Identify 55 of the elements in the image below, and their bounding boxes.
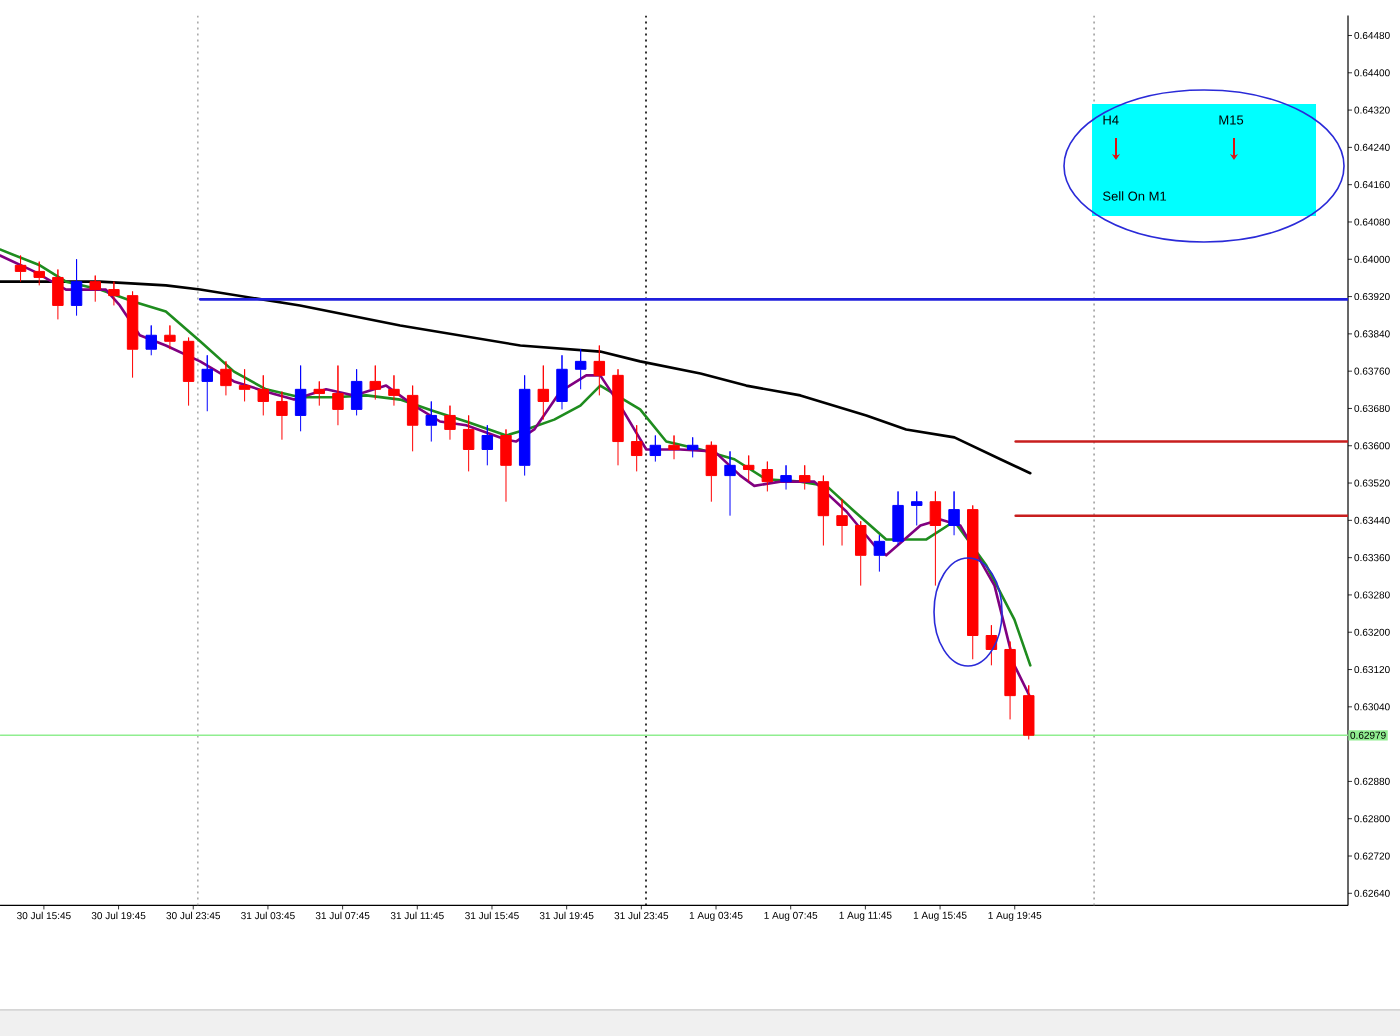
- candlestick: [649, 434, 662, 463]
- candlestick: [556, 354, 568, 410]
- candlestick: [724, 450, 736, 517]
- candlestick: [593, 345, 606, 396]
- candlestick: [798, 464, 811, 491]
- candlestick: [481, 424, 494, 466]
- candlestick: [425, 400, 438, 443]
- candlestick: [817, 475, 830, 547]
- candlestick: [668, 434, 680, 460]
- candlestick: [1004, 641, 1016, 720]
- candlestick: [70, 258, 83, 317]
- candlestick: [574, 348, 587, 390]
- candlestick: [108, 281, 120, 306]
- candlestick: [164, 324, 176, 350]
- candlestick: [948, 490, 960, 536]
- candlestick: [313, 380, 326, 407]
- candlestick: [350, 368, 363, 416]
- candlestick: [444, 405, 456, 441]
- candlestick: [761, 461, 774, 492]
- candlestick: [33, 261, 45, 286]
- candlestick: [967, 504, 979, 660]
- candlestick: [1023, 684, 1035, 740]
- candlestick: [836, 498, 848, 547]
- candlestick: [854, 520, 867, 587]
- candlestick: [257, 374, 269, 416]
- candlestick: [238, 368, 251, 402]
- candlestick: [686, 436, 699, 458]
- candlestick: [14, 255, 27, 283]
- candlestick: [742, 455, 755, 483]
- candlestick: [201, 354, 213, 412]
- candlestick: [630, 424, 643, 472]
- candlestick: [388, 374, 400, 407]
- candlestick: [406, 385, 419, 452]
- candlestick: [276, 391, 288, 441]
- candlestick: [52, 269, 64, 320]
- candlestick: [126, 290, 139, 379]
- candlestick: [462, 414, 475, 472]
- candlestick: [294, 365, 307, 432]
- candlestick: [182, 337, 195, 407]
- candlestick: [500, 428, 512, 503]
- candlestick: [89, 275, 101, 303]
- candlestick: [873, 534, 886, 573]
- candlestick: [537, 365, 550, 421]
- candlestick: [911, 490, 923, 526]
- candlestick: [985, 624, 998, 666]
- candlestick: [332, 365, 344, 426]
- candlestick: [369, 365, 382, 401]
- candlestick: [892, 490, 904, 547]
- candlestick: [518, 374, 531, 477]
- candlestick: [929, 490, 942, 587]
- candlestick: [220, 360, 232, 396]
- candlestick: [145, 324, 157, 356]
- candlestick: [705, 441, 718, 503]
- candlestick: [780, 464, 792, 491]
- candlestick: [612, 368, 624, 466]
